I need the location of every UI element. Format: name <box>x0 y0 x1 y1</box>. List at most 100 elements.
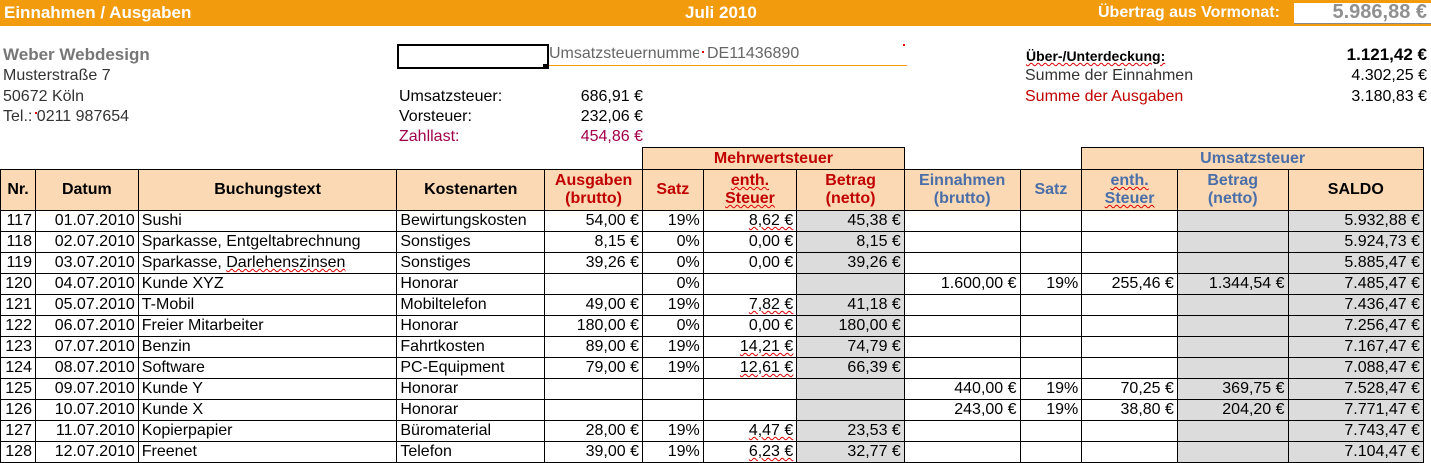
cell-datum[interactable]: 08.07.2010 <box>34 357 139 379</box>
cell-steuer-a[interactable]: 14,21 € <box>702 336 798 358</box>
cell-text[interactable]: Kopierpapier <box>137 420 398 442</box>
cell-satz-e[interactable] <box>1019 252 1083 274</box>
cell-einnahmen[interactable] <box>903 210 1021 232</box>
cell-netto-e[interactable] <box>1176 210 1289 232</box>
cell-datum[interactable]: 06.07.2010 <box>34 315 139 337</box>
cell-text[interactable]: Sparkasse, Darlehenszinsen <box>137 252 398 274</box>
cell-netto-a[interactable]: 41,18 € <box>796 294 905 316</box>
cell-saldo[interactable]: 7.104,47 € <box>1287 441 1425 463</box>
cell-satz-e[interactable] <box>1019 294 1083 316</box>
cell-einnahmen[interactable] <box>903 357 1021 379</box>
cell-satz-e[interactable] <box>1019 441 1083 463</box>
cell-datum[interactable]: 10.07.2010 <box>34 399 139 421</box>
cell-kostenart[interactable]: Sonstiges <box>396 231 546 253</box>
cell-steuer-a[interactable]: 7,82 € <box>702 294 798 316</box>
cell-kostenart[interactable]: Honorar <box>396 378 546 400</box>
cell-steuer-a[interactable] <box>702 399 798 421</box>
cell-netto-a[interactable]: 66,39 € <box>796 357 905 379</box>
cell-datum[interactable]: 07.07.2010 <box>34 336 139 358</box>
cell-ausgaben[interactable]: 8,15 € <box>544 231 643 253</box>
cell-netto-e[interactable] <box>1176 231 1289 253</box>
cell-saldo[interactable]: 5.924,73 € <box>1287 231 1425 253</box>
cell-satz-a[interactable] <box>641 378 704 400</box>
cell-einnahmen[interactable] <box>903 420 1021 442</box>
cell-netto-e[interactable]: 1.344,54 € <box>1176 273 1289 295</box>
cell-text[interactable]: Sparkasse, Entgeltabrechnung <box>137 231 398 253</box>
cell-nr[interactable]: 117 <box>0 210 36 232</box>
cell-netto-e[interactable]: 204,20 € <box>1176 399 1289 421</box>
cell-einnahmen[interactable] <box>903 252 1021 274</box>
cell-saldo[interactable]: 7.485,47 € <box>1287 273 1425 295</box>
cell-text[interactable]: Freenet <box>137 441 398 463</box>
cell-steuer-e[interactable] <box>1081 315 1178 337</box>
cell-satz-e[interactable] <box>1019 336 1083 358</box>
cell-netto-a[interactable]: 23,53 € <box>796 420 905 442</box>
cell-datum[interactable]: 02.07.2010 <box>34 231 139 253</box>
cell-satz-a[interactable]: 0% <box>641 231 704 253</box>
cell-saldo[interactable]: 7.436,47 € <box>1287 294 1425 316</box>
cell-steuer-a[interactable] <box>702 273 798 295</box>
cell-netto-e[interactable] <box>1176 315 1289 337</box>
cell-steuer-a[interactable]: 0,00 € <box>702 231 798 253</box>
cell-satz-a[interactable]: 0% <box>641 273 704 295</box>
cell-kostenart[interactable]: Bewirtungskosten <box>396 210 546 232</box>
cell-datum[interactable]: 11.07.2010 <box>34 420 139 442</box>
cell-text[interactable]: Freier Mitarbeiter <box>137 315 398 337</box>
cell-ausgaben[interactable]: 39,00 € <box>544 441 643 463</box>
cell-text[interactable]: Benzin <box>137 336 398 358</box>
cell-ausgaben[interactable]: 49,00 € <box>544 294 643 316</box>
cell-satz-a[interactable]: 19% <box>641 210 704 232</box>
cell-netto-a[interactable]: 39,26 € <box>796 252 905 274</box>
carry-value-cell[interactable]: 5.986,88 € <box>1294 1 1431 24</box>
cell-satz-e[interactable]: 19% <box>1019 378 1083 400</box>
cell-netto-e[interactable] <box>1176 441 1289 463</box>
cell-satz-a[interactable]: 0% <box>641 315 704 337</box>
cell-satz-a[interactable]: 19% <box>641 441 704 463</box>
cell-ausgaben[interactable]: 89,00 € <box>544 336 643 358</box>
cell-netto-a[interactable] <box>796 399 905 421</box>
cell-satz-e[interactable] <box>1019 357 1083 379</box>
cell-kostenart[interactable]: Sonstiges <box>396 252 546 274</box>
cell-nr[interactable]: 121 <box>0 294 36 316</box>
cell-kostenart[interactable]: Büromaterial <box>396 420 546 442</box>
cell-ausgaben[interactable] <box>544 378 643 400</box>
tax-id-value[interactable]: DE11436890 <box>707 45 800 62</box>
cell-steuer-e[interactable] <box>1081 294 1178 316</box>
cell-steuer-e[interactable] <box>1081 210 1178 232</box>
selected-cell[interactable] <box>397 44 549 69</box>
cell-nr[interactable]: 124 <box>0 357 36 379</box>
cell-nr[interactable]: 119 <box>0 252 36 274</box>
cell-ausgaben[interactable]: 28,00 € <box>544 420 643 442</box>
cell-satz-e[interactable]: 19% <box>1019 399 1083 421</box>
cell-netto-e[interactable] <box>1176 357 1289 379</box>
cell-datum[interactable]: 03.07.2010 <box>34 252 139 274</box>
cell-text[interactable]: Kunde Y <box>137 378 398 400</box>
cell-steuer-a[interactable]: 12,61 € <box>702 357 798 379</box>
cell-saldo[interactable]: 7.771,47 € <box>1287 399 1425 421</box>
cell-satz-a[interactable]: 19% <box>641 294 704 316</box>
cell-netto-e[interactable] <box>1176 336 1289 358</box>
cell-steuer-e[interactable] <box>1081 336 1178 358</box>
cell-datum[interactable]: 01.07.2010 <box>34 210 139 232</box>
cell-netto-a[interactable]: 180,00 € <box>796 315 905 337</box>
cell-steuer-a[interactable]: 8,62 € <box>702 210 798 232</box>
cell-satz-e[interactable] <box>1019 420 1083 442</box>
cell-einnahmen[interactable] <box>903 294 1021 316</box>
cell-satz-a[interactable] <box>641 399 704 421</box>
cell-datum[interactable]: 04.07.2010 <box>34 273 139 295</box>
cell-ausgaben[interactable]: 54,00 € <box>544 210 643 232</box>
cell-kostenart[interactable]: Fahrtkosten <box>396 336 546 358</box>
cell-steuer-a[interactable]: 0,00 € <box>702 252 798 274</box>
cell-netto-e[interactable] <box>1176 294 1289 316</box>
cell-satz-a[interactable]: 19% <box>641 420 704 442</box>
cell-datum[interactable]: 12.07.2010 <box>34 441 139 463</box>
cell-nr[interactable]: 118 <box>0 231 36 253</box>
cell-netto-a[interactable] <box>796 378 905 400</box>
cell-einnahmen[interactable]: 1.600,00 € <box>903 273 1021 295</box>
cell-netto-e[interactable]: 369,75 € <box>1176 378 1289 400</box>
cell-netto-a[interactable]: 8,15 € <box>796 231 905 253</box>
cell-text[interactable]: Kunde XYZ <box>137 273 398 295</box>
cell-kostenart[interactable]: Honorar <box>396 315 546 337</box>
cell-einnahmen[interactable]: 440,00 € <box>903 378 1021 400</box>
cell-steuer-e[interactable]: 38,80 € <box>1081 399 1178 421</box>
